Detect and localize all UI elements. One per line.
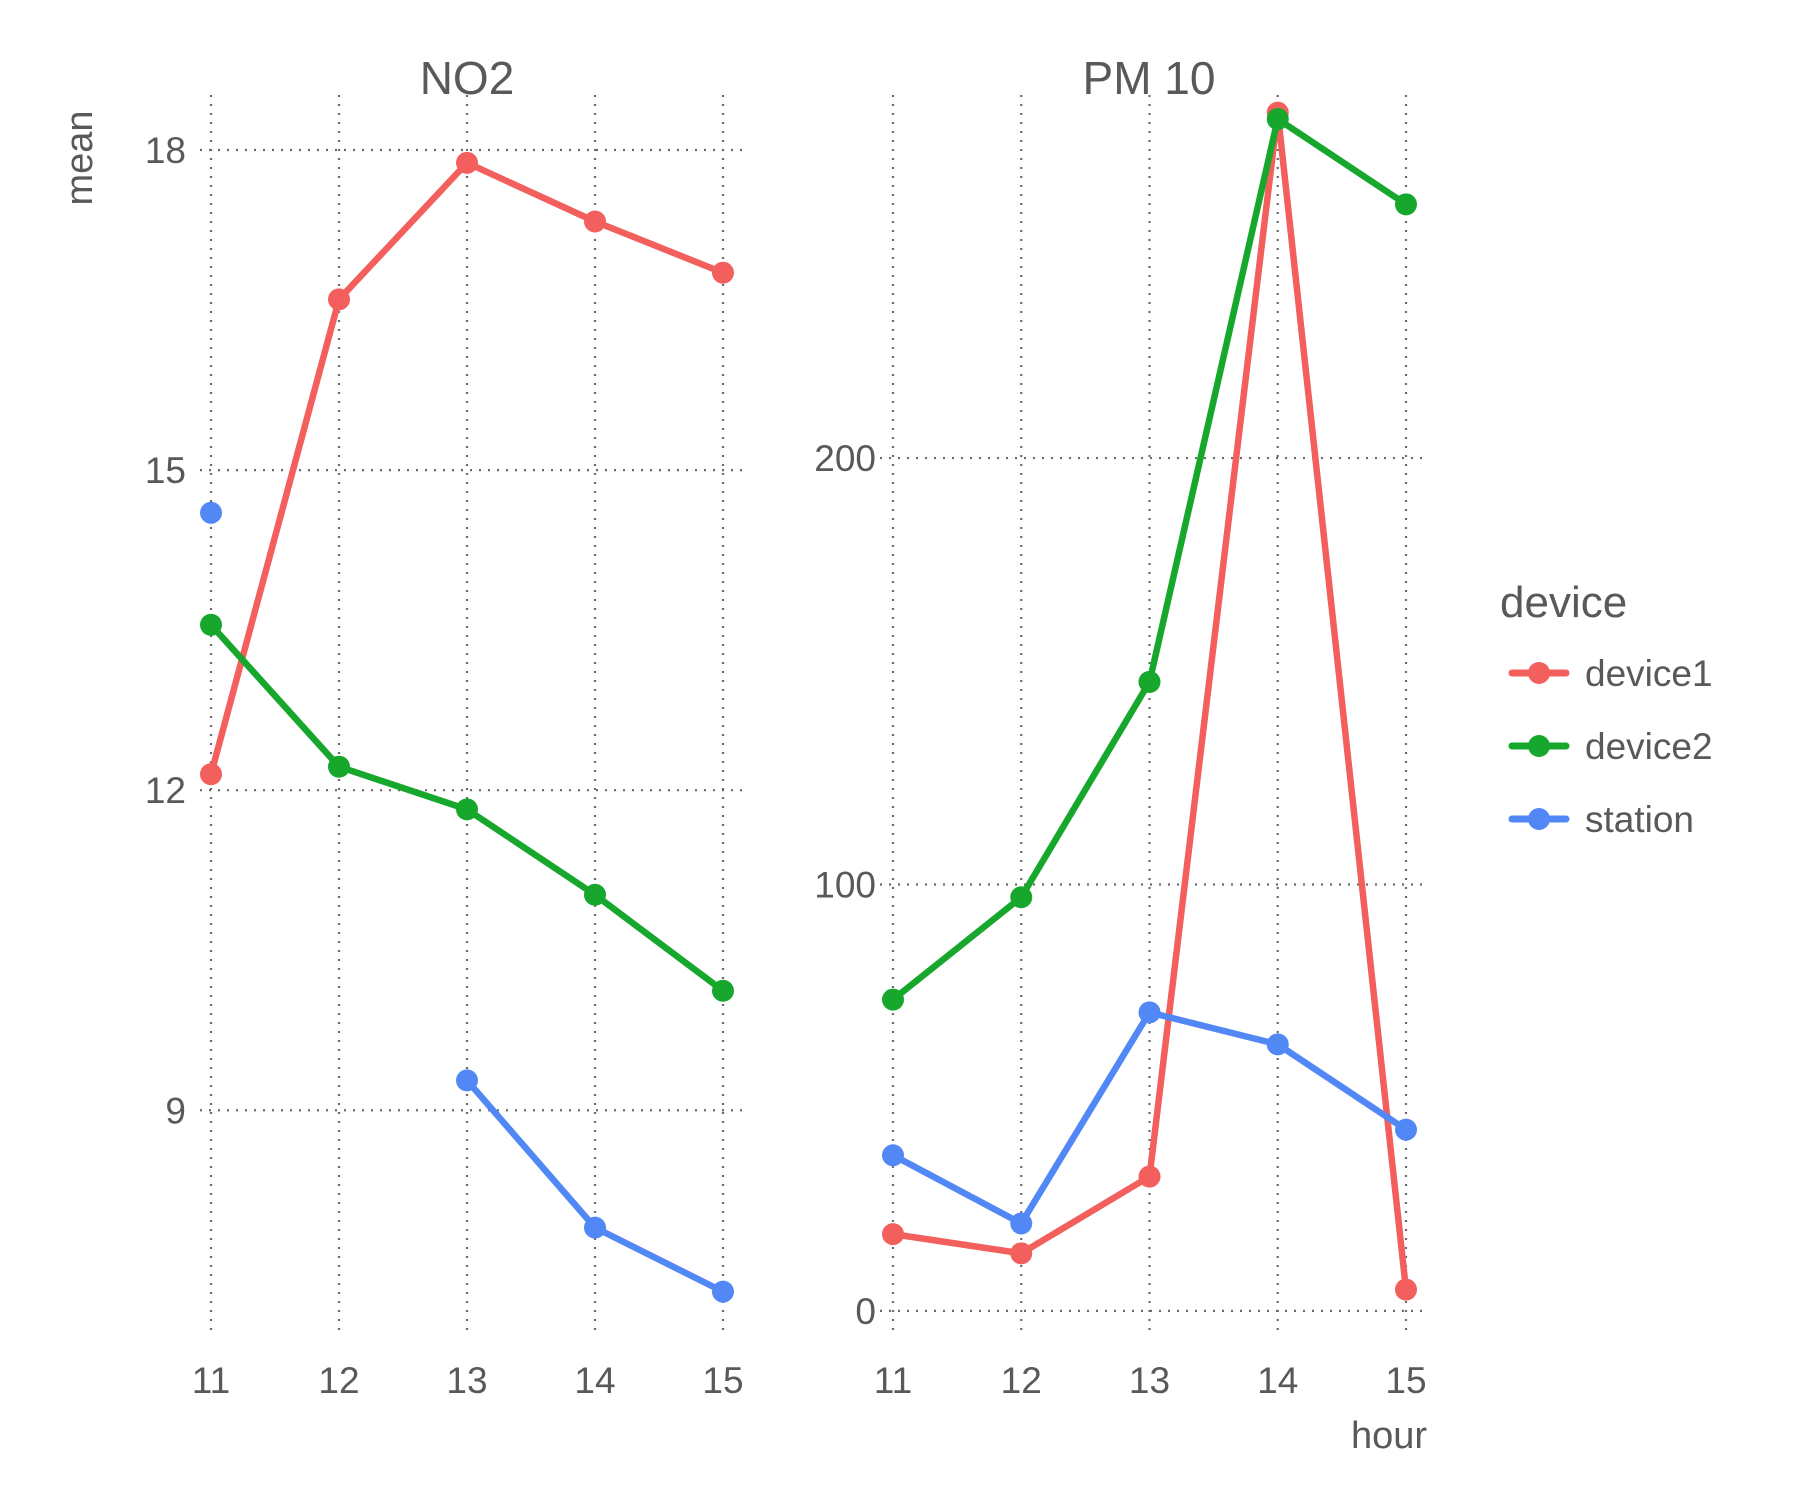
data-point-device2	[328, 755, 350, 778]
data-point-station	[456, 1069, 478, 1092]
y-tick-label: 9	[165, 1090, 186, 1131]
data-point-station	[1010, 1212, 1033, 1235]
legend-key-point	[1528, 662, 1550, 684]
data-point-device1	[712, 261, 734, 284]
x-tick-label: 15	[1385, 1360, 1426, 1401]
legend-key-point	[1528, 808, 1550, 830]
legend: device device1 device2 station	[1500, 578, 1713, 840]
legend-item-station: station	[1508, 799, 1694, 840]
legend-item-device2: device2	[1508, 726, 1713, 767]
y-tick-label: 100	[814, 864, 876, 905]
x-tick-label: 14	[1257, 1360, 1298, 1401]
legend-label: device2	[1585, 726, 1713, 767]
data-point-device1	[584, 210, 606, 233]
legend-title: device	[1500, 578, 1627, 627]
legend-label: device1	[1585, 653, 1713, 694]
y-tick-label: 18	[145, 130, 186, 171]
data-point-device2	[1138, 670, 1161, 693]
data-point-device1	[882, 1223, 904, 1246]
x-tick-label: 13	[1129, 1360, 1170, 1401]
y-axis-title: mean	[59, 110, 101, 205]
x-tick-label: 14	[574, 1360, 615, 1401]
data-point-device2	[456, 798, 478, 821]
data-point-device1	[1138, 1165, 1161, 1188]
data-point-station	[1395, 1118, 1417, 1141]
y-tick-label: 15	[145, 450, 186, 491]
data-point-device1	[200, 763, 222, 786]
data-point-device2	[882, 988, 904, 1011]
data-point-device2	[1010, 886, 1033, 909]
data-point-device1	[1010, 1242, 1033, 1265]
data-point-device2	[584, 883, 606, 906]
x-tick-label: 11	[874, 1360, 912, 1401]
legend-label: station	[1585, 799, 1694, 840]
x-tick-label: 11	[192, 1360, 230, 1401]
x-tick-label: 12	[1001, 1360, 1042, 1401]
data-point-device1	[456, 151, 478, 174]
x-tick-label: 13	[446, 1360, 487, 1401]
x-tick-label: 12	[318, 1360, 359, 1401]
data-point-station	[1138, 1001, 1161, 1024]
y-tick-label: 12	[145, 770, 186, 811]
series-line-device1	[207, 159, 727, 778]
data-point-device1	[1395, 1278, 1417, 1301]
data-point-station	[200, 501, 222, 524]
data-point-device2	[1266, 108, 1289, 131]
data-point-device2	[200, 613, 222, 636]
data-point-station	[1266, 1033, 1289, 1056]
x-axis-title: hour	[1351, 1415, 1427, 1457]
data-point-station	[584, 1216, 606, 1239]
data-point-device1	[328, 288, 350, 311]
data-point-station	[712, 1280, 734, 1303]
legend-item-device1: device1	[1508, 653, 1713, 694]
y-tick-label: 0	[855, 1291, 876, 1332]
x-tick-label: 15	[702, 1360, 743, 1401]
series-line-station	[889, 1009, 1410, 1227]
data-point-device2	[712, 979, 734, 1002]
data-point-station	[882, 1144, 904, 1167]
y-tick-label: 200	[814, 438, 876, 479]
legend-key-point	[1528, 735, 1550, 757]
data-point-device2	[1395, 193, 1417, 216]
